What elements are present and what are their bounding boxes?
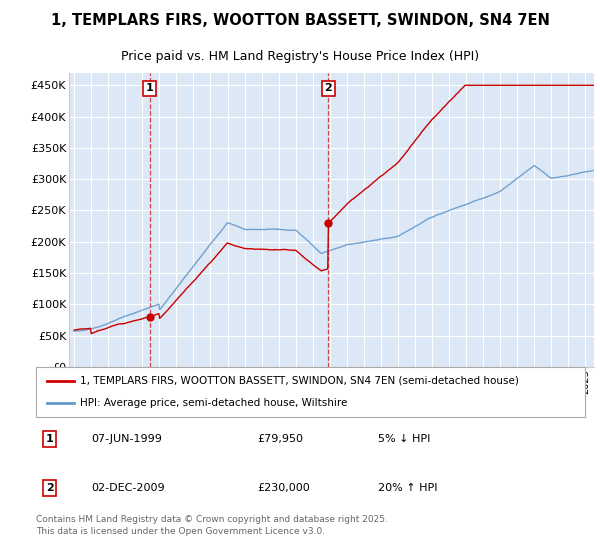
Text: 2: 2 — [46, 483, 53, 493]
FancyBboxPatch shape — [36, 367, 585, 417]
Text: Price paid vs. HM Land Registry's House Price Index (HPI): Price paid vs. HM Land Registry's House … — [121, 50, 479, 63]
Text: £230,000: £230,000 — [257, 483, 310, 493]
Text: £79,950: £79,950 — [257, 434, 303, 444]
Text: 1: 1 — [146, 83, 154, 94]
Text: 5% ↓ HPI: 5% ↓ HPI — [378, 434, 431, 444]
Text: 07-JUN-1999: 07-JUN-1999 — [91, 434, 162, 444]
Text: 20% ↑ HPI: 20% ↑ HPI — [378, 483, 438, 493]
Text: Contains HM Land Registry data © Crown copyright and database right 2025.
This d: Contains HM Land Registry data © Crown c… — [36, 515, 388, 536]
Text: 1: 1 — [46, 434, 53, 444]
Text: 02-DEC-2009: 02-DEC-2009 — [91, 483, 165, 493]
Text: 1, TEMPLARS FIRS, WOOTTON BASSETT, SWINDON, SN4 7EN (semi-detached house): 1, TEMPLARS FIRS, WOOTTON BASSETT, SWIND… — [80, 376, 519, 386]
Text: HPI: Average price, semi-detached house, Wiltshire: HPI: Average price, semi-detached house,… — [80, 398, 347, 408]
Text: 2: 2 — [325, 83, 332, 94]
Text: 1, TEMPLARS FIRS, WOOTTON BASSETT, SWINDON, SN4 7EN: 1, TEMPLARS FIRS, WOOTTON BASSETT, SWIND… — [50, 13, 550, 28]
